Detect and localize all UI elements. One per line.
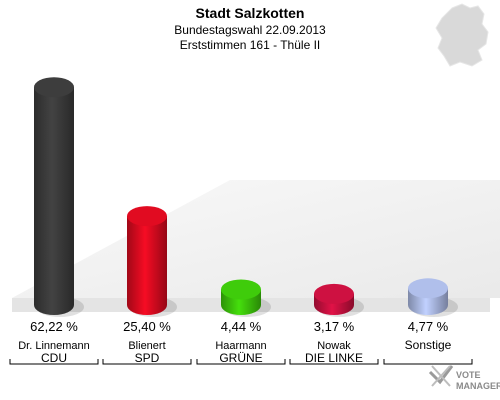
candidate-label: Blienert: [128, 340, 165, 352]
category-bracket: [383, 359, 473, 365]
candidate-label: Haarmann: [215, 340, 266, 352]
category-bracket: [9, 359, 99, 365]
chart-subtitle-date: Bundestagswahl 22.09.2013: [174, 23, 326, 37]
value-label: 3,17 %: [314, 319, 355, 334]
category-label: SPD: [135, 351, 160, 365]
category-label: CDU: [41, 351, 67, 365]
checkmark-cross-icon: [428, 365, 454, 387]
chart-subtitle-district: Erststimmen 161 - Thüle II: [180, 38, 321, 52]
category-bracket: [289, 359, 379, 365]
category-label: Sonstige: [405, 338, 452, 352]
category-label: GRÜNE: [219, 351, 262, 365]
candidate-label: Nowak: [317, 340, 351, 352]
bar-die-linke: [314, 283, 364, 317]
category-bracket: [102, 359, 192, 365]
value-label: 4,77 %: [408, 319, 449, 334]
value-label: 25,40 %: [123, 319, 171, 334]
category-bracket: [196, 359, 286, 365]
logo-line-2: MANAGER: [456, 381, 500, 391]
bar-sonstige: [408, 278, 458, 317]
bar-cdu: [34, 77, 84, 317]
value-label: 62,22 %: [30, 319, 78, 334]
logo-line-1: VOTE: [456, 370, 481, 380]
bar-spd: [127, 206, 177, 317]
value-label: 4,44 %: [221, 319, 262, 334]
chart-title: Stadt Salzkotten: [196, 5, 305, 21]
bar-grüne: [221, 279, 271, 317]
vote-manager-logo: VOTE MANAGER: [428, 365, 500, 391]
candidate-label: Dr. Linnemann: [18, 340, 90, 352]
category-label: DIE LINKE: [305, 351, 363, 365]
bars: [34, 77, 458, 317]
germany-map-icon: [435, 3, 489, 67]
